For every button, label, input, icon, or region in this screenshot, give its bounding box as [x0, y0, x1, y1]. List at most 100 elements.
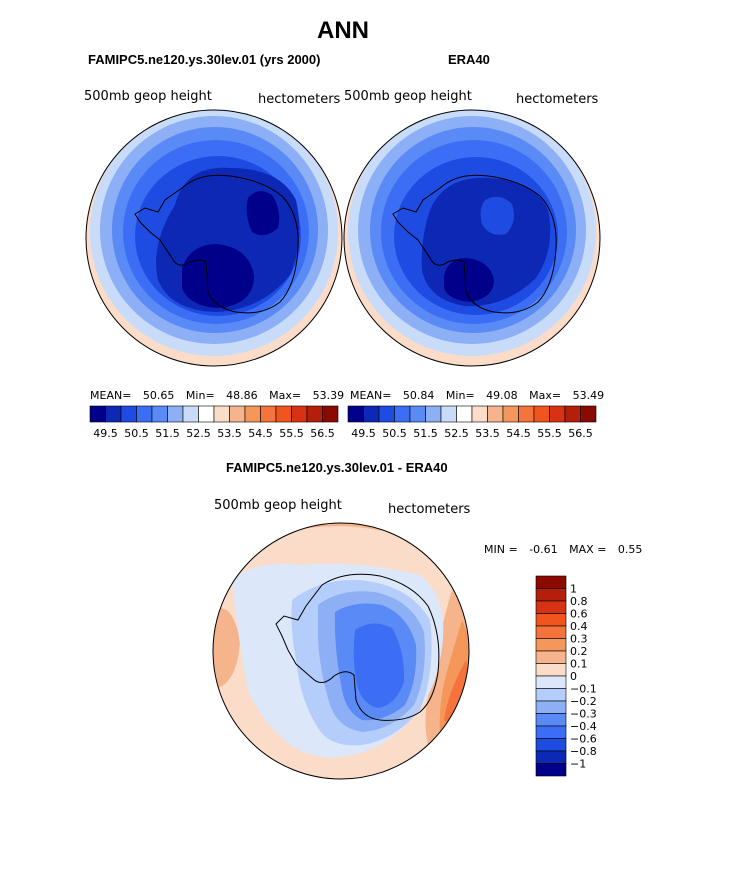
colorbar-model-swatch — [291, 405, 308, 423]
obs-max-label: Max= — [529, 389, 562, 402]
colorbar-diff-swatch — [535, 575, 567, 589]
obs-coastline — [392, 174, 557, 314]
model-units-label: hectometers — [258, 92, 341, 107]
colorbar-model-swatch — [213, 405, 230, 423]
colorbar-obs-swatch — [471, 405, 488, 423]
colorbar-model-tick-label: 51.5 — [155, 427, 180, 440]
colorbar-diff-tick-label: 0.4 — [570, 620, 588, 633]
colorbar-diff-swatch — [535, 738, 567, 752]
colorbar-obs-tick-label: 51.5 — [413, 427, 438, 440]
colorbar-obs-swatch — [347, 405, 364, 423]
obs-min-label: Min= — [445, 389, 475, 402]
colorbar-model-swatch — [260, 405, 277, 423]
colorbar-diff-tick-label: 1 — [570, 583, 577, 596]
obs-map-border — [343, 109, 601, 367]
colorbar-diff-tick-label: −0.3 — [570, 708, 597, 721]
obs-mean-label: MEAN= — [350, 389, 392, 402]
model-min-value: 48.86 — [226, 389, 258, 402]
colorbar-diff-swatch — [535, 763, 567, 777]
colorbar-obs-tick-label: 49.5 — [351, 427, 376, 440]
colorbar-diff-tick-label: −0.8 — [570, 745, 597, 758]
diff-min-label: MIN = — [484, 543, 518, 556]
obs-units-label: hectometers — [516, 92, 599, 107]
model-max-value: 53.39 — [312, 389, 345, 402]
colorbar-diff-swatch — [535, 725, 567, 739]
colorbar-model-tick-label: 50.5 — [124, 427, 149, 440]
colorbar-model-swatch — [136, 405, 153, 423]
model-min-label: Min= — [185, 389, 215, 402]
colorbar-diff-swatch — [535, 675, 567, 689]
colorbar-model-swatch — [167, 405, 184, 423]
colorbar-diff: 10.80.60.40.30.20.10−0.1−0.2−0.3−0.4−0.6… — [535, 575, 597, 777]
colorbar-diff-tick-label: −0.4 — [570, 720, 597, 733]
colorbar-diff-tick-label: 0.1 — [570, 658, 588, 671]
colorbar-diff-swatch — [535, 700, 567, 714]
diff-units-label: hectometers — [388, 502, 471, 517]
panel-title-obs: ERA40 — [448, 52, 490, 67]
colorbar-diff-swatch — [535, 663, 567, 677]
colorbar-obs-swatch — [549, 405, 566, 423]
colorbar-diff-tick-label: 0.2 — [570, 645, 588, 658]
colorbar-obs-swatch — [456, 405, 473, 423]
colorbar-obs-swatch — [487, 405, 504, 423]
colorbar-obs-swatch — [394, 405, 411, 423]
colorbar-diff-swatch — [535, 600, 567, 614]
model-map — [86, 110, 342, 366]
diff-stats: MIN = -0.61 MAX = 0.55 — [484, 543, 642, 556]
colorbar-model-swatch — [322, 405, 339, 423]
colorbar-diff-swatch — [535, 638, 567, 652]
colorbar-diff-tick-label: 0.3 — [570, 633, 588, 646]
colorbar-diff-tick-label: −0.6 — [570, 733, 597, 746]
colorbar-model-swatch — [229, 405, 246, 423]
colorbar-obs-tick-label: 56.5 — [568, 427, 593, 440]
colorbar-obs-swatch — [518, 405, 535, 423]
colorbar-obs-tick-label: 53.5 — [475, 427, 500, 440]
colorbar-diff-tick-label: −0.1 — [570, 683, 597, 696]
model-mean-value: 50.65 — [142, 389, 175, 402]
colorbar-diff-swatch — [535, 650, 567, 664]
colorbar-obs-swatch — [533, 405, 550, 423]
colorbar-obs-swatch — [425, 405, 442, 423]
colorbar-obs-swatch — [564, 405, 581, 423]
colorbar-obs-tick-label: 54.5 — [506, 427, 531, 440]
model-max-label: Max= — [269, 389, 302, 402]
colorbar-model-swatch — [89, 405, 106, 423]
colorbar-diff-swatch — [535, 613, 567, 627]
colorbar-diff-tick-label: 0.6 — [570, 608, 588, 621]
obs-map — [344, 110, 600, 366]
diff-coastline — [275, 573, 440, 721]
colorbar-diff-swatch — [535, 713, 567, 727]
obs-min-value: 49.08 — [486, 389, 518, 402]
colorbar-diff-swatch — [535, 750, 567, 764]
model-variable-label: 500mb geop height — [84, 89, 212, 104]
colorbar-model-swatch — [120, 405, 137, 423]
colorbar-model-tick-label: 52.5 — [186, 427, 211, 440]
colorbar-obs-tick-label: 55.5 — [537, 427, 562, 440]
diff-min-value: -0.61 — [529, 543, 558, 556]
obs-variable-label: 500mb geop height — [344, 89, 472, 104]
panel-title-model: FAMIPC5.ne120.ys.30lev.01 (yrs 2000) — [88, 52, 321, 67]
colorbar-model-swatch — [244, 405, 261, 423]
colorbar-diff-swatch — [535, 588, 567, 602]
colorbar-model-tick-label: 54.5 — [248, 427, 273, 440]
colorbar-obs-swatch — [378, 405, 395, 423]
obs-max-value: 53.49 — [572, 389, 605, 402]
colorbar-diff-tick-label: 0 — [570, 670, 577, 683]
diff-map — [213, 523, 469, 779]
colorbar-model-swatch — [151, 405, 168, 423]
colorbar-model-tick-label: 55.5 — [279, 427, 304, 440]
model-coastline — [134, 174, 299, 314]
colorbar-model-tick-label: 53.5 — [217, 427, 242, 440]
colorbar-diff-tick-label: 0.8 — [570, 595, 588, 608]
colorbar-diff-swatch — [535, 688, 567, 702]
diff-max-value: 0.55 — [617, 543, 643, 556]
model-stats: MEAN= 50.65 Min= 48.86 Max= 53.39 — [90, 389, 344, 402]
colorbar-obs-swatch — [502, 405, 519, 423]
colorbar-obs-swatch — [363, 405, 380, 423]
colorbar-obs: 49.5 50.5 51.5 52.5 53.5 54.5 55.5 56.5 — [347, 405, 597, 440]
colorbar-obs-tick-label: 50.5 — [382, 427, 407, 440]
colorbar-obs-swatch — [409, 405, 426, 423]
model-map-border — [85, 109, 343, 367]
colorbar-diff-tick-label: −1 — [570, 758, 586, 771]
